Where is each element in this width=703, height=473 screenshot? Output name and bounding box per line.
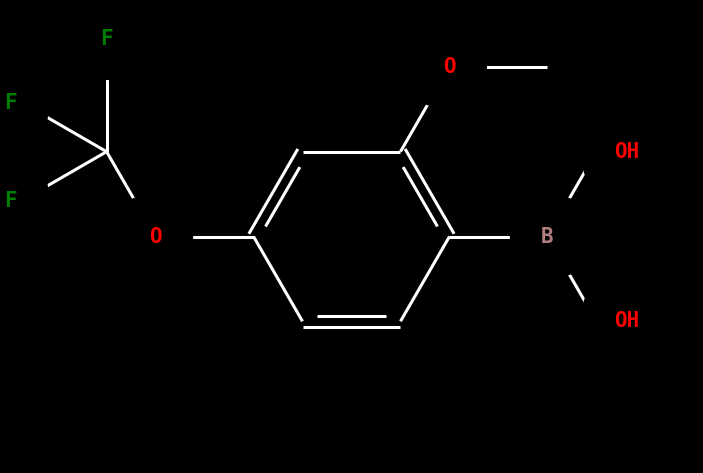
Text: B: B [541,227,554,246]
Text: F: F [101,29,113,49]
Text: O: O [443,57,456,77]
Text: F: F [4,191,17,210]
Text: OH: OH [614,311,639,332]
Text: O: O [149,227,162,246]
Text: F: F [4,93,17,113]
Text: OH: OH [614,141,639,162]
